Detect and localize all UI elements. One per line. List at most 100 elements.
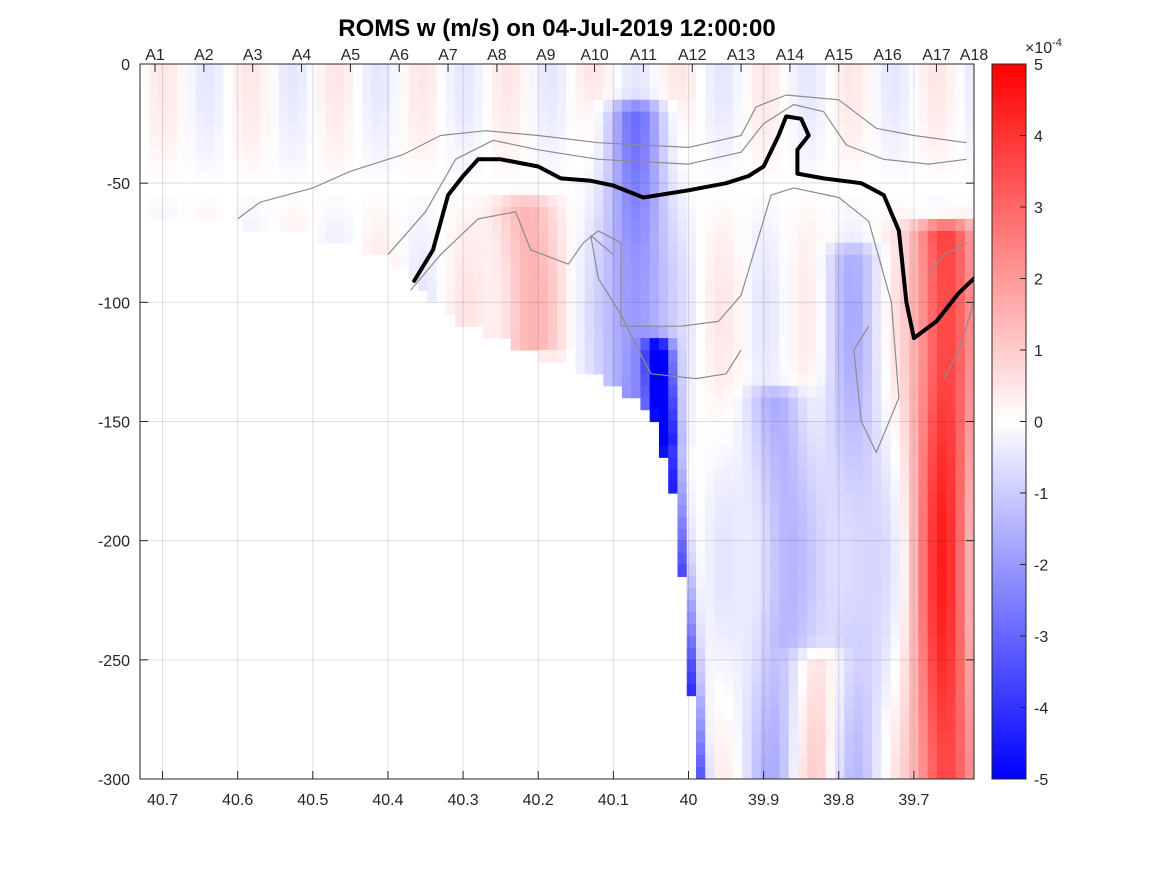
heat-cell bbox=[881, 75, 892, 89]
heat-cell bbox=[909, 350, 919, 363]
heat-cell bbox=[436, 159, 447, 172]
heat-cell bbox=[751, 433, 762, 446]
heat-cell bbox=[788, 636, 799, 649]
heat-cell bbox=[316, 218, 326, 232]
heat-cell bbox=[733, 290, 743, 303]
heat-cell bbox=[779, 266, 790, 280]
heat-cell bbox=[677, 278, 688, 292]
heat-cell bbox=[408, 111, 419, 125]
heat-cell bbox=[751, 111, 762, 125]
heat-cell bbox=[584, 111, 595, 125]
heat-cell bbox=[770, 636, 780, 649]
heat-cell bbox=[223, 147, 234, 160]
heat-cell bbox=[890, 719, 901, 732]
heat-cell bbox=[779, 457, 790, 470]
heat-cell bbox=[853, 338, 864, 351]
heat-cell bbox=[473, 75, 484, 89]
heat-cell bbox=[797, 659, 808, 673]
heat-cell bbox=[890, 588, 901, 601]
heat-cell bbox=[825, 314, 836, 327]
heat-cell bbox=[214, 99, 224, 113]
heat-cell bbox=[557, 278, 567, 292]
heat-cell bbox=[909, 338, 919, 351]
heat-cell bbox=[760, 338, 771, 351]
heat-cell bbox=[529, 123, 540, 137]
heat-cell bbox=[686, 564, 697, 578]
heat-cell bbox=[649, 111, 660, 125]
heat-cell bbox=[881, 576, 892, 589]
heat-cell bbox=[204, 123, 215, 137]
heat-cell bbox=[371, 64, 382, 77]
heat-cell bbox=[770, 338, 780, 351]
heat-cell bbox=[742, 159, 753, 172]
heat-cell bbox=[668, 207, 679, 220]
heat-cell bbox=[936, 755, 947, 768]
heat-cell bbox=[760, 314, 771, 327]
heat-cell bbox=[927, 373, 938, 387]
heat-cell bbox=[872, 683, 882, 697]
heat-cell bbox=[760, 87, 771, 101]
heat-cell bbox=[779, 64, 790, 77]
heat-cell bbox=[723, 397, 734, 411]
heat-cell bbox=[742, 314, 753, 327]
heat-cell bbox=[955, 350, 966, 363]
heat-cell bbox=[482, 99, 493, 113]
heat-cell bbox=[306, 87, 317, 101]
heat-cell bbox=[427, 278, 438, 292]
heat-cell bbox=[788, 528, 799, 542]
heat-cell bbox=[501, 135, 512, 149]
heat-cell bbox=[594, 290, 604, 303]
heat-cell bbox=[510, 135, 521, 149]
heat-cell bbox=[788, 397, 799, 411]
heat-cell bbox=[751, 564, 762, 578]
heat-cell bbox=[770, 385, 780, 399]
heat-cell bbox=[575, 207, 586, 220]
heat-cell bbox=[714, 385, 725, 399]
heat-cell bbox=[835, 743, 845, 756]
heat-cell bbox=[714, 326, 725, 339]
heat-cell bbox=[353, 230, 363, 244]
heat-cell bbox=[594, 361, 604, 375]
colorbar-tick-label: 3 bbox=[1034, 200, 1043, 217]
heat-cell bbox=[575, 218, 586, 232]
heat-cell bbox=[297, 135, 308, 149]
heat-cell bbox=[510, 195, 521, 208]
heat-cell bbox=[862, 421, 873, 435]
heat-cell bbox=[779, 242, 790, 256]
heat-cell bbox=[927, 326, 938, 339]
heat-cell bbox=[890, 397, 901, 411]
heat-cell bbox=[936, 528, 947, 542]
heat-cell bbox=[936, 123, 947, 137]
heat-cell bbox=[751, 159, 762, 172]
heat-cell bbox=[640, 242, 651, 256]
heat-cell bbox=[862, 743, 873, 756]
heat-cell bbox=[501, 99, 512, 113]
heat-cell bbox=[714, 409, 725, 423]
heat-cell bbox=[835, 755, 845, 768]
heat-cell bbox=[862, 731, 873, 744]
heat-cell bbox=[557, 254, 567, 268]
heat-cell bbox=[705, 576, 716, 589]
heat-cell bbox=[557, 326, 567, 339]
heat-cell bbox=[501, 254, 512, 268]
heat-cell bbox=[510, 147, 521, 160]
heat-cell bbox=[167, 135, 178, 149]
heat-cell bbox=[464, 314, 475, 327]
heat-cell bbox=[408, 135, 419, 149]
heat-cell bbox=[640, 159, 651, 172]
heat-cell bbox=[742, 755, 753, 768]
heat-cell bbox=[288, 218, 299, 232]
heat-cell bbox=[909, 135, 919, 149]
heat-cell bbox=[269, 111, 280, 125]
heat-cell bbox=[862, 385, 873, 399]
heat-cell bbox=[557, 242, 567, 256]
heat-cell bbox=[733, 361, 743, 375]
heat-cell bbox=[816, 755, 827, 768]
heat-cell bbox=[909, 671, 919, 685]
heat-cell bbox=[696, 242, 706, 256]
heat-cell bbox=[649, 242, 660, 256]
heat-cell bbox=[668, 171, 679, 184]
heat-cell bbox=[677, 350, 688, 363]
heat-cell bbox=[807, 743, 818, 756]
heat-cell bbox=[788, 659, 799, 673]
